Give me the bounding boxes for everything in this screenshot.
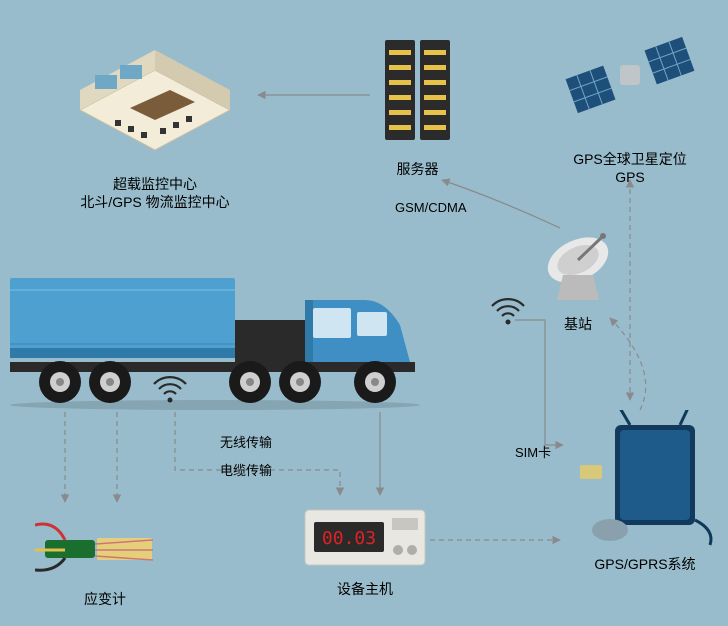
gps-satellite-label: GPS全球卫星定位 GPS <box>555 150 705 186</box>
gps-gprs-label: GPS/GPRS系统 <box>570 555 720 573</box>
server-label: 服务器 <box>370 160 465 178</box>
node-gps-gprs: GPS/GPRS系统 <box>570 410 720 573</box>
node-gps-satellite: GPS全球卫星定位 GPS <box>555 15 705 186</box>
node-device-host: 00.03 设备主机 <box>300 500 430 598</box>
sensor-label: 应变计 <box>35 590 175 608</box>
monitor-center-illustration <box>60 20 250 170</box>
gps-satellite-illustration <box>555 15 705 145</box>
label-cable: 电缆传输 <box>220 460 272 479</box>
node-base-station: 基站 <box>523 220 633 333</box>
label-sim: SIM卡 <box>515 442 551 461</box>
monitor-center-label: 超载监控中心 北斗/GPS 物流监控中心 <box>60 175 250 211</box>
svg-text:00.03: 00.03 <box>322 528 376 549</box>
base-station-illustration <box>523 220 633 310</box>
sensor-illustration <box>35 510 175 585</box>
node-server: 服务器 <box>370 35 465 178</box>
base-station-label: 基站 <box>523 315 633 333</box>
server-illustration <box>370 35 465 155</box>
node-sensor: 应变计 <box>35 510 175 608</box>
label-wireless: 无线传输 <box>220 432 272 451</box>
gps-gprs-illustration <box>570 410 720 550</box>
node-truck <box>5 270 425 415</box>
device-host-label: 设备主机 <box>300 580 430 598</box>
device-host-illustration: 00.03 <box>300 500 430 575</box>
node-monitor-center: 超载监控中心 北斗/GPS 物流监控中心 <box>60 20 250 211</box>
label-gsm-cdma: GSM/CDMA <box>395 200 467 215</box>
truck-illustration <box>5 270 425 410</box>
